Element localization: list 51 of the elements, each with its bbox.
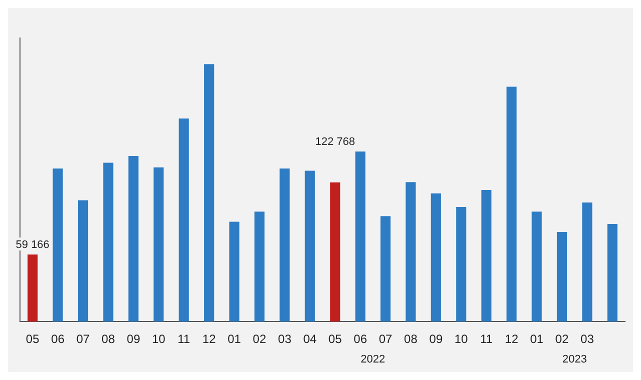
bar <box>406 182 416 322</box>
x-tick-label: 08 <box>404 332 418 346</box>
x-tick-label: 09 <box>429 332 443 346</box>
x-tick-label: 05 <box>328 332 342 346</box>
bar <box>456 207 466 322</box>
bar <box>532 212 542 322</box>
x-tick-label: 08 <box>102 332 116 346</box>
x-tick-label: 06 <box>51 332 65 346</box>
bar <box>254 212 265 322</box>
bar <box>582 202 592 322</box>
bar <box>430 193 441 322</box>
x-tick-label: 11 <box>480 332 493 346</box>
data-label: 59 166 <box>16 239 50 252</box>
x-tick-label: 12 <box>202 332 216 346</box>
bar <box>556 232 568 322</box>
x-tick-label: 02 <box>252 332 266 346</box>
bar <box>178 118 189 322</box>
bar <box>355 151 366 322</box>
x-tick-label: 03 <box>580 332 594 346</box>
x-tick-label: 03 <box>278 332 292 346</box>
bar <box>204 64 214 322</box>
x-tick-label: 04 <box>303 332 317 346</box>
bar <box>229 222 240 322</box>
text: 2023 <box>562 354 587 366</box>
text: 2022 <box>360 354 386 366</box>
data-label: 122 768 <box>315 136 355 148</box>
x-tick-label: 01 <box>530 332 544 346</box>
x-tick-label: 07 <box>76 332 90 346</box>
x-tick-label: 01 <box>228 332 242 346</box>
bar <box>481 190 492 322</box>
x-tick-label: 12 <box>504 332 519 346</box>
bar <box>78 200 88 322</box>
x-tick-label: 02 <box>555 332 569 346</box>
x-tick-label: 10 <box>454 332 468 346</box>
bar <box>506 86 517 322</box>
bar <box>304 170 315 322</box>
bar <box>280 168 290 322</box>
x-tick-label: 05 <box>26 332 40 346</box>
bar <box>607 224 618 322</box>
bar <box>128 156 138 322</box>
bar <box>380 216 391 322</box>
bar <box>154 167 164 322</box>
x-tick-label: 11 <box>178 332 190 346</box>
bar <box>28 254 38 322</box>
x-tick-label: 09 <box>126 332 140 346</box>
x-tick-label: 06 <box>354 332 368 346</box>
x-tick-label: 07 <box>378 332 393 346</box>
bar <box>52 168 63 322</box>
bar <box>103 162 114 322</box>
x-tick-label: 10 <box>152 332 166 346</box>
bar <box>330 182 340 322</box>
